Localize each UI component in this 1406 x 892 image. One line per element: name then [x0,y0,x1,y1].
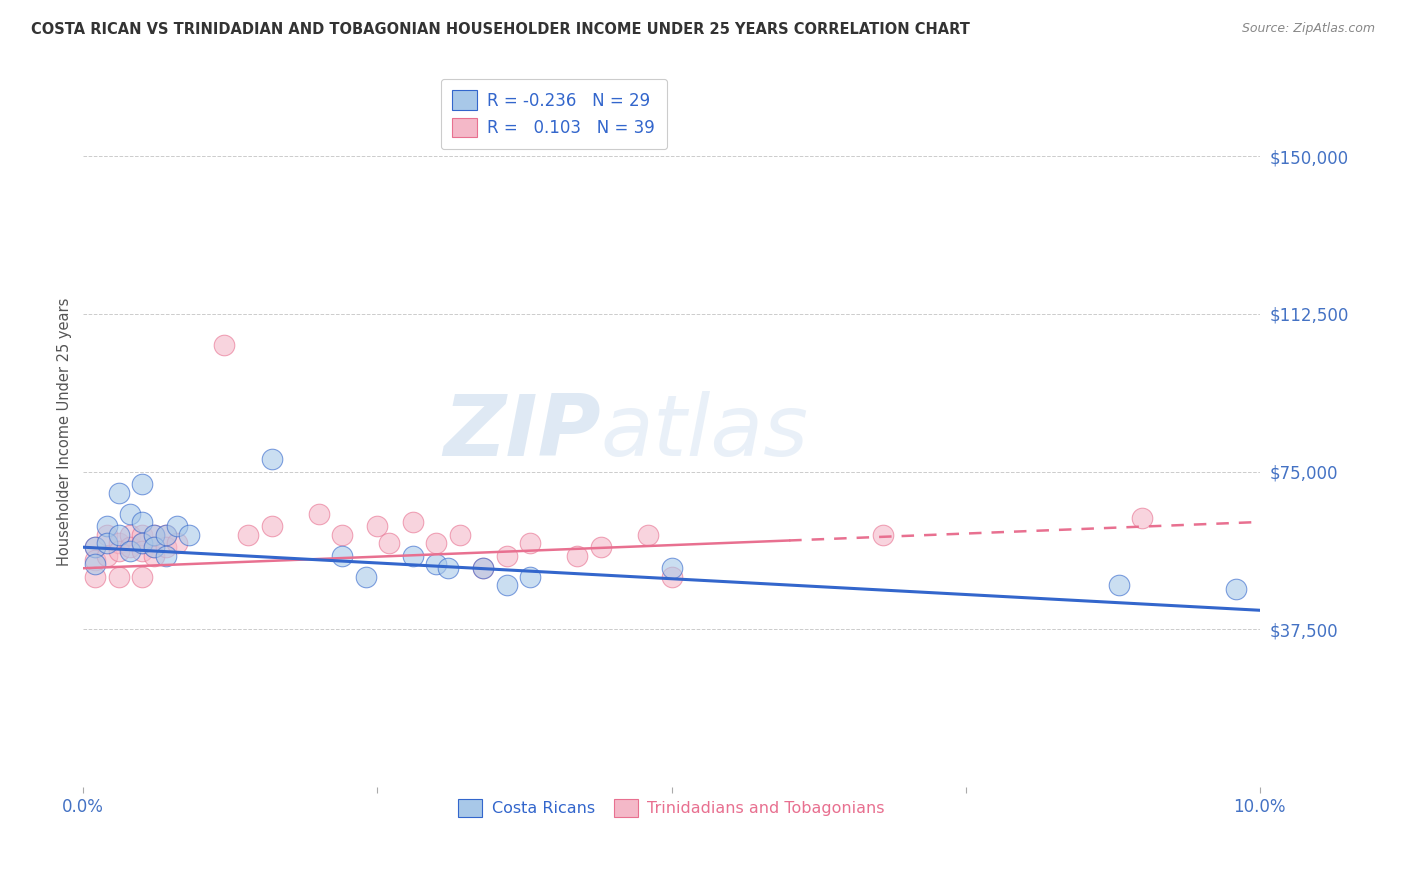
Point [872,527,894,541]
Point [131,527,153,541]
Point [84,569,107,583]
Point [330,549,353,563]
Point [354,569,377,583]
Point [495,549,517,563]
Point [96,519,118,533]
Text: COSTA RICAN VS TRINIDADIAN AND TOBAGONIAN HOUSEHOLDER INCOME UNDER 25 YEARS CORR: COSTA RICAN VS TRINIDADIAN AND TOBAGONIA… [31,22,970,37]
Point [120,540,142,554]
Point [131,477,153,491]
Point [120,527,142,541]
Point [378,536,401,550]
Point [214,338,236,352]
Point [366,519,388,533]
Point [120,507,142,521]
Point [107,527,129,541]
Point [107,569,129,583]
Point [519,569,541,583]
Point [425,557,447,571]
Text: Source: ZipAtlas.com: Source: ZipAtlas.com [1241,22,1375,36]
Point [1130,510,1153,524]
Point [236,527,259,541]
Point [96,549,118,563]
Point [155,540,177,554]
Point [589,540,612,554]
Point [142,549,165,563]
Point [131,536,153,550]
Point [661,561,683,575]
Point [84,540,107,554]
Point [260,519,283,533]
Point [107,485,129,500]
Point [449,527,471,541]
Point [495,578,517,592]
Point [131,569,153,583]
Point [96,527,118,541]
Point [142,527,165,541]
Point [142,540,165,554]
Point [637,527,659,541]
Point [84,557,107,571]
Legend: Costa Ricans, Trinidadians and Tobagonians: Costa Ricans, Trinidadians and Tobagonia… [450,790,893,825]
Point [402,515,425,529]
Point [155,527,177,541]
Point [308,507,330,521]
Point [425,536,447,550]
Point [131,544,153,558]
Point [96,536,118,550]
Point [567,549,589,563]
Point [120,544,142,558]
Point [107,536,129,550]
Point [142,527,165,541]
Point [84,553,107,567]
Point [155,549,177,563]
Point [155,527,177,541]
Point [330,527,353,541]
Point [142,540,165,554]
Point [472,561,495,575]
Point [131,536,153,550]
Point [1225,582,1247,597]
Point [260,451,283,466]
Point [519,536,541,550]
Point [402,549,425,563]
Point [131,515,153,529]
Point [179,527,201,541]
Point [166,536,188,550]
Text: atlas: atlas [600,391,808,474]
Point [1108,578,1130,592]
Point [661,569,683,583]
Y-axis label: Householder Income Under 25 years: Householder Income Under 25 years [58,298,72,566]
Point [472,561,495,575]
Text: ZIP: ZIP [443,391,600,474]
Point [437,561,460,575]
Point [166,519,188,533]
Point [84,540,107,554]
Point [107,544,129,558]
